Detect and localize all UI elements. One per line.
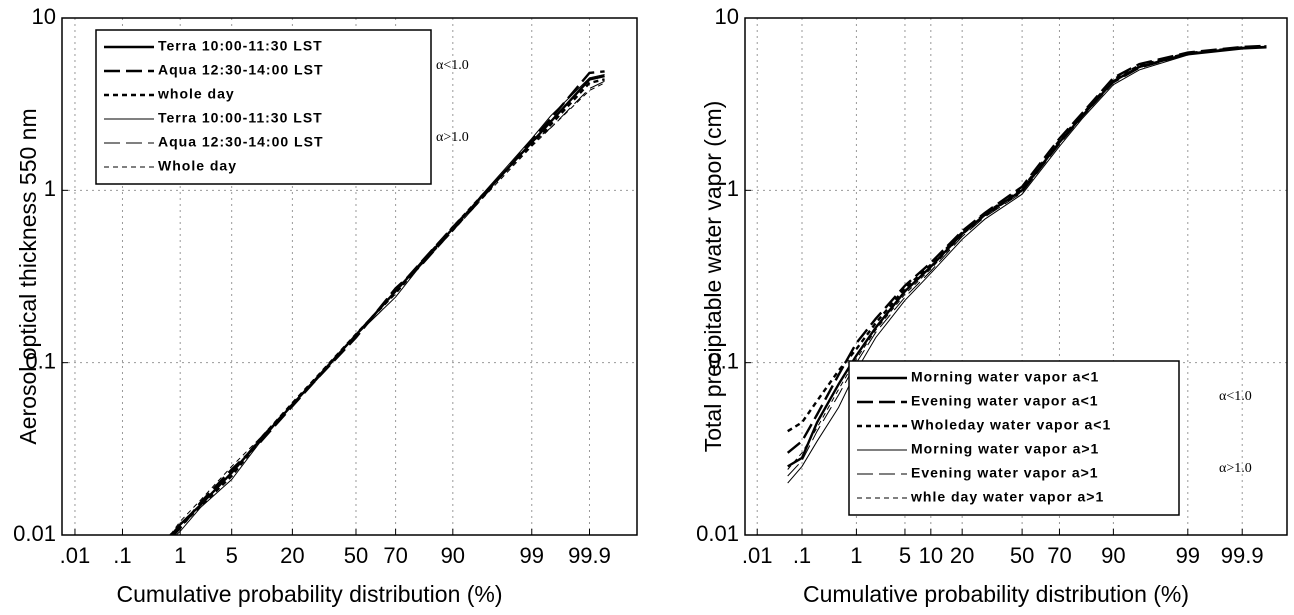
panel: .01 .1 1 5 20 50 70 90 99 99.9 0.01 0.1 1 10 Terra 10:… [13, 4, 638, 607]
x-tick-label: 5 [226, 543, 238, 568]
y-axis-label: Total precipitable water vapor (cm) [700, 101, 726, 453]
y-axis-label: Aerosol optical thickness 550 nm [15, 108, 41, 444]
x-tick-label: .1 [113, 543, 131, 568]
annotation: α>1.0 [1219, 461, 1252, 476]
x-tick-label: 99.9 [1221, 543, 1264, 568]
data-line [787, 46, 1267, 477]
y-tick-label: 1 [44, 176, 56, 201]
annotation: α>1.0 [436, 130, 469, 145]
x-tick-label: 99 [1176, 543, 1200, 568]
data-line [175, 74, 605, 535]
x-tick-label: 70 [383, 543, 407, 568]
x-tick-label: 99 [520, 543, 544, 568]
x-tick-label: 1 [174, 543, 186, 568]
legend-box [848, 360, 1180, 516]
legend-label: Evening water vapor a>1 [911, 465, 1099, 481]
panel: .01 .1 1 5 10 20 50 70 90 99 99.9 0.01 0.1 1 10 Morning… [696, 4, 1288, 607]
data-line [172, 70, 605, 535]
x-tick-label: 90 [441, 543, 465, 568]
x-tick-label: 20 [280, 543, 304, 568]
legend-box [95, 29, 432, 185]
legend-label: Terra 10:00-11:30 LST [158, 38, 323, 54]
data-line [169, 82, 605, 535]
data-line [169, 78, 605, 535]
y-tick-label: 10 [32, 4, 56, 29]
legend-label: Aqua 12:30-14:00 LST [158, 134, 324, 150]
data-line [787, 47, 1267, 484]
x-axis-label: Cumulative probability distribution (%) [116, 581, 502, 607]
x-tick-label: .1 [793, 543, 811, 568]
legend-label: Morning water vapor a>1 [911, 441, 1099, 457]
x-tick-label: 50 [344, 543, 368, 568]
legend-label: Morning water vapor a<1 [911, 369, 1099, 385]
x-tick-label: 1 [850, 543, 862, 568]
annotation: α<1.0 [1219, 389, 1252, 404]
legend-label: whole day [157, 86, 235, 102]
x-tick-label: .01 [742, 543, 773, 568]
y-tick-label: 0.01 [696, 521, 739, 546]
x-axis-label: Cumulative probability distribution (%) [803, 581, 1189, 607]
x-tick-label: 50 [1010, 543, 1034, 568]
legend-label: Evening water vapor a<1 [911, 393, 1099, 409]
plot-frame [61, 17, 638, 536]
data-line [787, 46, 1267, 470]
legend-label: Aqua 12:30-14:00 LST [158, 62, 324, 78]
y-tick-label: 10 [715, 4, 739, 29]
y-tick-label: 0.1 [708, 348, 739, 373]
legend-label: Terra 10:00-11:30 LST [158, 110, 323, 126]
y-tick-label: 0.01 [13, 521, 56, 546]
x-tick-label: 90 [1101, 543, 1125, 568]
data-line [787, 45, 1267, 433]
x-tick-label: 10 [919, 543, 943, 568]
data-line [173, 80, 605, 535]
x-tick-label: 99.9 [568, 543, 611, 568]
plot-frame [744, 17, 1288, 536]
y-tick-label: 1 [727, 176, 739, 201]
annotation: α<1.0 [436, 58, 469, 73]
x-tick-label: 70 [1047, 543, 1071, 568]
x-tick-label: 20 [950, 543, 974, 568]
y-tick-label: 0.1 [25, 348, 56, 373]
x-tick-label: 5 [899, 543, 911, 568]
x-tick-label: .01 [60, 543, 91, 568]
legend-label: Wholeday water vapor a<1 [911, 417, 1111, 433]
legend-label: whle day water vapor a>1 [910, 489, 1104, 505]
legend-label: Whole day [158, 158, 237, 174]
